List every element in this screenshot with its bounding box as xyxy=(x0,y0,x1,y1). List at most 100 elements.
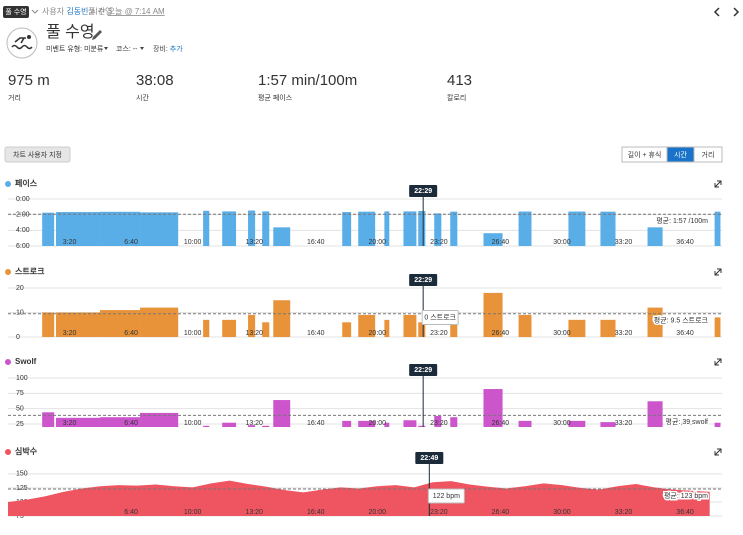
bar xyxy=(714,211,721,246)
y-tick-label: 6:00 xyxy=(16,243,30,250)
time-link[interactable]: 오늘 @ 7:14 AM xyxy=(108,7,165,16)
gear: 장비: 추가 xyxy=(153,44,183,53)
bar xyxy=(450,211,458,246)
x-tick-label: 33:20 xyxy=(615,330,633,337)
course[interactable]: 코스: -- xyxy=(116,45,138,53)
x-tick-label: 13:20 xyxy=(245,330,263,337)
customize-label[interactable]: 차트 사용자 지정 xyxy=(13,150,62,159)
bar xyxy=(100,211,141,246)
bar xyxy=(273,400,291,427)
gear-link[interactable]: 추가 xyxy=(170,44,183,53)
cursor-label: 22:29 xyxy=(414,277,432,284)
expand-icon[interactable] xyxy=(714,358,722,366)
toggle-label[interactable]: 길이 + 휴식 xyxy=(628,150,662,159)
bar xyxy=(568,420,586,427)
bar xyxy=(248,314,256,337)
tooltip-label: 0 스트로크 xyxy=(424,313,456,321)
x-tick-label: 30:00 xyxy=(553,420,571,427)
average-label: 평균: 39 swolf xyxy=(666,417,709,426)
bar xyxy=(358,211,376,246)
y-tick-label: 50 xyxy=(16,405,24,412)
bar xyxy=(273,300,291,337)
x-tick-label: 10:00 xyxy=(184,330,202,337)
x-tick-label: 6:40 xyxy=(124,239,138,246)
bar xyxy=(100,417,141,427)
tag: 풀 수영 xyxy=(5,7,26,16)
toggle-label[interactable]: 거리 xyxy=(702,150,715,159)
x-tick-label: 30:00 xyxy=(553,239,571,246)
x-tick-label: 10:00 xyxy=(184,239,202,246)
bar xyxy=(434,415,442,427)
dropdown-arrow xyxy=(104,47,108,50)
bar xyxy=(647,401,663,427)
bar xyxy=(42,212,55,246)
next-button[interactable] xyxy=(733,7,740,17)
bar xyxy=(140,212,179,246)
bar xyxy=(600,422,616,427)
x-tick-label: 13:20 xyxy=(245,509,263,516)
y-tick-label: 150 xyxy=(16,471,28,478)
gear-label: 장비: xyxy=(153,44,168,53)
bar xyxy=(403,420,417,427)
legend-dot xyxy=(5,269,11,275)
bar xyxy=(358,314,376,337)
expand-icon[interactable] xyxy=(714,448,722,456)
y-tick-label: 20 xyxy=(16,285,24,292)
x-tick-label: 33:20 xyxy=(615,420,633,427)
y-tick-label: 75 xyxy=(16,390,24,397)
bar xyxy=(248,425,256,427)
bar xyxy=(342,420,352,427)
cursor-label: 22:49 xyxy=(420,455,438,462)
bar xyxy=(273,227,291,246)
bar xyxy=(518,420,532,427)
x-tick-label: 16:40 xyxy=(307,330,325,337)
swim-icon xyxy=(11,37,33,50)
stat-label: 칼로리 xyxy=(447,93,466,102)
prev-button[interactable] xyxy=(713,7,720,17)
swim-icon-head xyxy=(27,35,31,39)
x-tick-label: 3:20 xyxy=(63,330,77,337)
x-tick-label: 10:00 xyxy=(184,509,202,516)
average-label: 평균: 1:57 /100m xyxy=(656,216,708,225)
chart-title: 스트로크 xyxy=(15,267,45,276)
expand-icon[interactable] xyxy=(714,268,722,276)
bar xyxy=(262,211,270,246)
bar xyxy=(222,422,237,427)
x-tick-label: 26:40 xyxy=(492,239,510,246)
bar xyxy=(600,211,616,246)
legend-dot xyxy=(5,449,11,455)
bar xyxy=(418,322,426,337)
y-tick-label: 2:00 xyxy=(16,212,30,219)
bar xyxy=(384,319,390,337)
x-tick-label: 23:20 xyxy=(430,330,448,337)
bar xyxy=(518,314,532,337)
x-tick-label: 30:00 xyxy=(553,509,571,516)
bar xyxy=(203,319,210,337)
toggle-button[interactable] xyxy=(693,146,723,163)
bar xyxy=(434,213,442,246)
bar xyxy=(714,422,721,427)
stat-value: 1:57 min/100m xyxy=(258,72,357,89)
customize-button[interactable] xyxy=(4,146,71,163)
expand-icon[interactable] xyxy=(714,180,722,188)
bar xyxy=(262,322,270,337)
event-type[interactable]: 미벤트 유형: 미분류 xyxy=(46,44,104,53)
x-tick-label: 16:40 xyxy=(307,239,325,246)
user-link[interactable]: 김동빈 xyxy=(66,6,88,16)
x-tick-label: 6:40 xyxy=(124,330,138,337)
activity-title: 풀 수영 xyxy=(46,23,95,41)
cursor-box xyxy=(415,452,444,464)
bar xyxy=(568,211,586,246)
bar xyxy=(222,211,237,246)
edit-icon[interactable] xyxy=(92,30,102,40)
bar xyxy=(483,389,503,427)
x-tick-label: 3:20 xyxy=(63,420,77,427)
x-tick-label: 16:40 xyxy=(307,509,325,516)
cursor-label: 22:29 xyxy=(414,188,432,195)
toggle-label[interactable]: 시간 xyxy=(674,150,687,159)
x-tick-label: 36:40 xyxy=(676,239,694,246)
y-tick-label: 25 xyxy=(16,421,24,428)
bar xyxy=(140,412,179,427)
chart-title: Swolf xyxy=(15,357,37,366)
x-tick-label: 26:40 xyxy=(492,330,510,337)
